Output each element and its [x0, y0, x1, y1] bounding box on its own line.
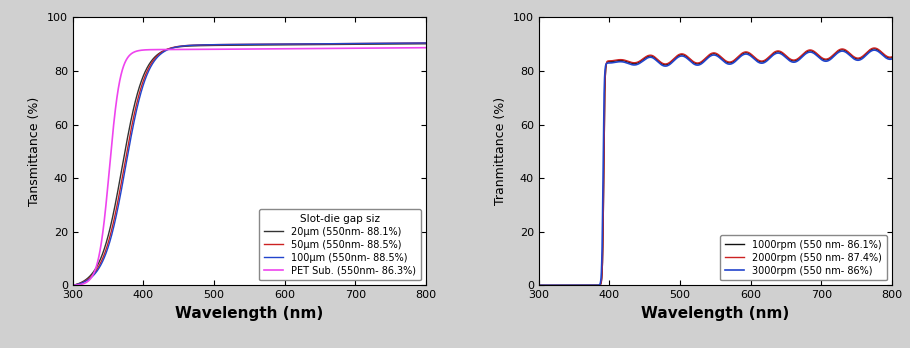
2000rpm (550 nm- 87.4%) [594, 283, 605, 287]
Legend: 20μm (550nm- 88.1%), 50μm (550nm- 88.5%), 100μm (550nm- 88.5%), PET Sub. (550nm-: 20μm (550nm- 88.1%), 50μm (550nm- 88.5%)… [259, 209, 421, 280]
PET Sub. (550nm- 86.3%) [218, 47, 229, 51]
1000rpm (550 nm- 86.1%) [886, 56, 897, 60]
50μm (550nm- 88.5%) [413, 41, 424, 45]
Line: 1000rpm (550 nm- 86.1%): 1000rpm (550 nm- 86.1%) [539, 49, 892, 285]
3000rpm (550 nm- 86%) [669, 58, 680, 63]
100μm (550nm- 88.5%) [203, 43, 214, 47]
50μm (550nm- 88.5%) [376, 41, 387, 45]
100μm (550nm- 88.5%) [420, 41, 431, 45]
Line: 2000rpm (550 nm- 87.4%): 2000rpm (550 nm- 87.4%) [539, 48, 892, 285]
2000rpm (550 nm- 87.4%) [684, 56, 695, 60]
Line: 50μm (550nm- 88.5%): 50μm (550nm- 88.5%) [73, 43, 426, 285]
100μm (550nm- 88.5%) [218, 42, 229, 47]
20μm (550nm- 88.1%) [376, 42, 387, 46]
20μm (550nm- 88.1%) [420, 42, 431, 46]
2000rpm (550 nm- 87.4%) [573, 283, 584, 287]
3000rpm (550 nm- 86%) [879, 55, 890, 59]
X-axis label: Wavelength (nm): Wavelength (nm) [642, 306, 789, 321]
3000rpm (550 nm- 86%) [594, 282, 605, 286]
50μm (550nm- 88.5%) [107, 222, 118, 226]
100μm (550nm- 88.5%) [107, 228, 118, 232]
Line: 20μm (550nm- 88.1%): 20μm (550nm- 88.1%) [73, 44, 426, 285]
20μm (550nm- 88.1%) [203, 44, 214, 48]
20μm (550nm- 88.1%) [413, 42, 424, 46]
3000rpm (550 nm- 86%) [533, 283, 544, 287]
3000rpm (550 nm- 86%) [684, 58, 695, 63]
3000rpm (550 nm- 86%) [573, 283, 584, 287]
1000rpm (550 nm- 86.1%) [573, 283, 584, 287]
1000rpm (550 nm- 86.1%) [842, 49, 853, 54]
PET Sub. (550nm- 86.3%) [203, 47, 214, 52]
PET Sub. (550nm- 86.3%) [413, 46, 424, 50]
100μm (550nm- 88.5%) [413, 41, 424, 45]
1000rpm (550 nm- 86.1%) [669, 57, 680, 61]
3000rpm (550 nm- 86%) [842, 51, 853, 55]
20μm (550nm- 88.1%) [107, 213, 118, 217]
50μm (550nm- 88.5%) [67, 283, 78, 287]
PET Sub. (550nm- 86.3%) [107, 128, 118, 133]
PET Sub. (550nm- 86.3%) [376, 46, 387, 50]
PET Sub. (550nm- 86.3%) [128, 50, 139, 54]
1000rpm (550 nm- 86.1%) [879, 54, 890, 58]
20μm (550nm- 88.1%) [128, 105, 139, 109]
2000rpm (550 nm- 87.4%) [669, 56, 680, 61]
3000rpm (550 nm- 86%) [869, 48, 880, 52]
20μm (550nm- 88.1%) [218, 43, 229, 47]
Line: 3000rpm (550 nm- 86%): 3000rpm (550 nm- 86%) [539, 50, 892, 285]
3000rpm (550 nm- 86%) [886, 57, 897, 61]
1000rpm (550 nm- 86.1%) [533, 283, 544, 287]
20μm (550nm- 88.1%) [67, 283, 78, 287]
2000rpm (550 nm- 87.4%) [869, 46, 880, 50]
50μm (550nm- 88.5%) [128, 113, 139, 118]
PET Sub. (550nm- 86.3%) [67, 283, 78, 287]
100μm (550nm- 88.5%) [67, 283, 78, 287]
100μm (550nm- 88.5%) [128, 120, 139, 124]
2000rpm (550 nm- 87.4%) [842, 49, 853, 53]
Y-axis label: Tansmittance (%): Tansmittance (%) [28, 97, 41, 206]
50μm (550nm- 88.5%) [218, 42, 229, 47]
50μm (550nm- 88.5%) [420, 41, 431, 45]
100μm (550nm- 88.5%) [376, 41, 387, 46]
2000rpm (550 nm- 87.4%) [879, 53, 890, 57]
Line: 100μm (550nm- 88.5%): 100μm (550nm- 88.5%) [73, 43, 426, 285]
Y-axis label: Tranmittance (%): Tranmittance (%) [494, 97, 508, 205]
1000rpm (550 nm- 86.1%) [684, 57, 695, 61]
X-axis label: Wavelength (nm): Wavelength (nm) [176, 306, 323, 321]
Line: PET Sub. (550nm- 86.3%): PET Sub. (550nm- 86.3%) [73, 48, 426, 285]
50μm (550nm- 88.5%) [203, 43, 214, 47]
PET Sub. (550nm- 86.3%) [420, 46, 431, 50]
Legend: 1000rpm (550 nm- 86.1%), 2000rpm (550 nm- 87.4%), 3000rpm (550 nm- 86%): 1000rpm (550 nm- 86.1%), 2000rpm (550 nm… [720, 235, 887, 280]
2000rpm (550 nm- 87.4%) [533, 283, 544, 287]
1000rpm (550 nm- 86.1%) [869, 47, 880, 51]
1000rpm (550 nm- 86.1%) [594, 283, 605, 287]
2000rpm (550 nm- 87.4%) [886, 55, 897, 59]
